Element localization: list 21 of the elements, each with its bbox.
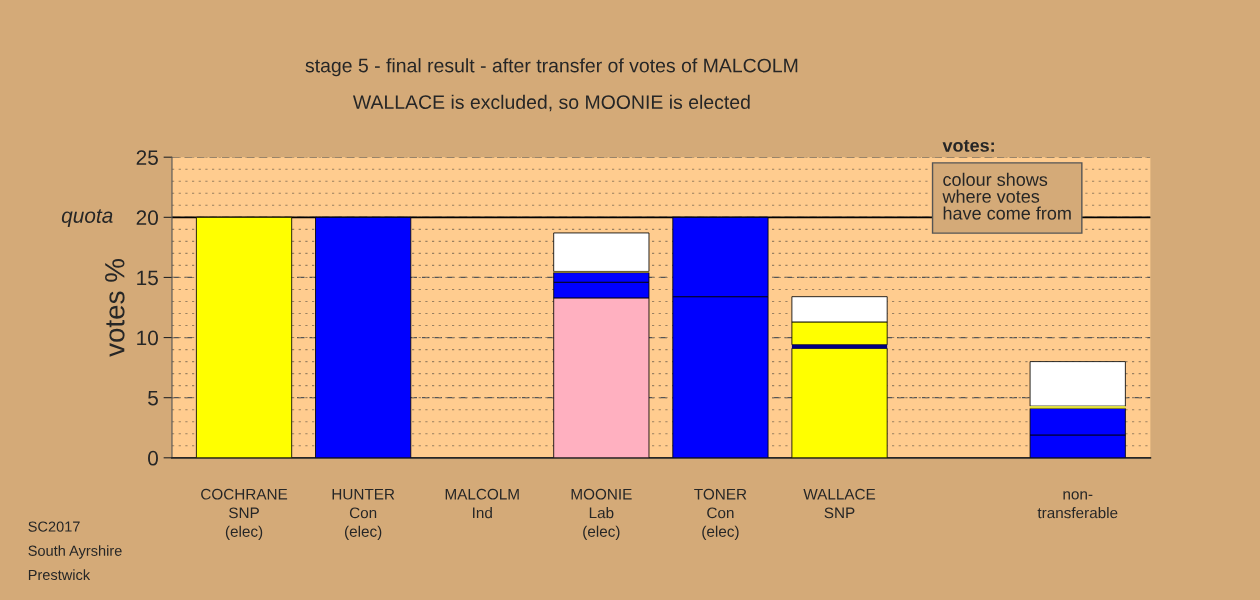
text: SC2017 South Ayrshire Prestwick xyxy=(28,521,122,581)
bar xyxy=(1030,406,1126,409)
y-axis-title: votes % xyxy=(105,259,125,357)
chart-subtitle: WALLACE is excluded, so MOONIE is elected xyxy=(352,94,750,112)
x-tick-label: MOONIE Lab (elec) xyxy=(571,488,632,540)
chart-title: stage 5 - final result - after transfer of votes of MALCOLM xyxy=(305,58,798,77)
x-tick-label: HUNTER Con (elec) xyxy=(332,488,395,540)
x-tick-label: non- transferable xyxy=(1037,491,1118,519)
text: votes: xyxy=(942,139,994,152)
y-tick-label: 5 xyxy=(148,390,158,406)
x-tick-label: WALLACE SNP xyxy=(803,488,876,519)
y-tick-label: 25 xyxy=(136,150,158,165)
y-tick-label: 20 xyxy=(136,210,158,226)
y-tick-label: 15 xyxy=(137,270,158,286)
y-tick-label: 10 xyxy=(137,330,158,346)
ref-line-label: quota xyxy=(61,209,113,228)
x-tick-label: COCHRANE SNP (elec) xyxy=(201,488,288,540)
x-tick-label: TONER Con (elec) xyxy=(694,488,747,540)
x-tick-label: MALCOLM Ind xyxy=(445,488,519,519)
annotation: colour shows where votes have come from xyxy=(942,172,1071,220)
y-tick-label: 0 xyxy=(148,450,158,466)
